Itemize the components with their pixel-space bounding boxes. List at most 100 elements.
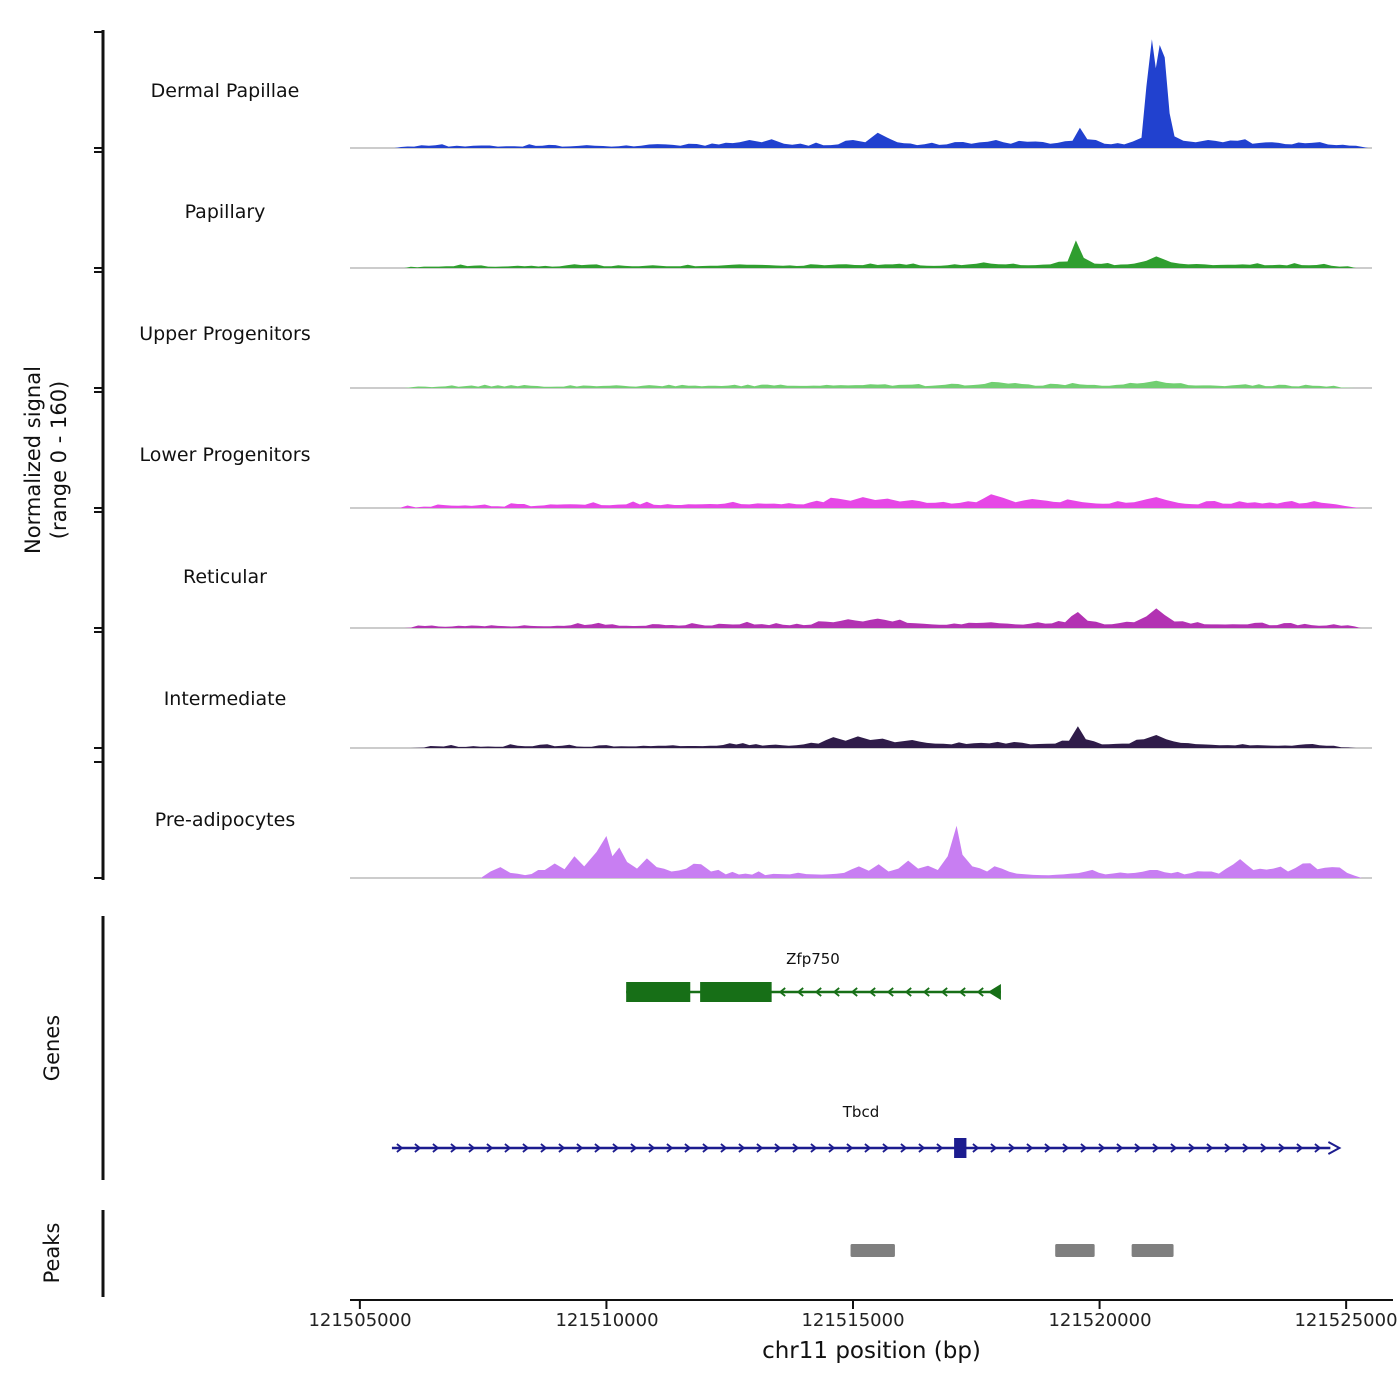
strand-arrow-icon xyxy=(414,1143,422,1153)
strand-arrow-icon xyxy=(828,1143,836,1153)
peaks-track xyxy=(850,1244,1174,1257)
strand-arrow-icon xyxy=(900,1143,908,1153)
strand-arrow-icon xyxy=(990,1143,998,1153)
strand-arrow-icon xyxy=(918,1143,926,1153)
strand-arrow-icon xyxy=(936,1143,944,1153)
strand-arrow-icon xyxy=(796,987,804,997)
track-label-papillary: Papillary xyxy=(184,201,266,223)
strand-arrow-icon xyxy=(1170,1143,1178,1153)
strand-arrow-icon xyxy=(868,987,876,997)
strand-arrow-icon xyxy=(832,987,840,997)
strand-arrow-icon xyxy=(1116,1143,1124,1153)
signal-area-pre-adipocytes xyxy=(480,825,1362,878)
track-label-intermediate: Intermediate xyxy=(163,688,287,710)
strand-arrow-icon xyxy=(774,1143,782,1153)
strand-arrow-icon xyxy=(720,1143,728,1153)
strand-arrow-icon xyxy=(1314,1143,1322,1153)
x-axis xyxy=(350,1299,1393,1309)
strand-arrow-icon xyxy=(738,1143,746,1153)
strand-arrow-icon xyxy=(1242,1143,1250,1153)
strand-arrow-icon xyxy=(1026,1143,1034,1153)
track-label-reticular: Reticular xyxy=(183,566,267,588)
x-tick-label-121510000: 121510000 xyxy=(555,1310,659,1331)
strand-arrow-icon xyxy=(940,987,948,997)
signal-area-reticular xyxy=(404,608,1361,628)
strand-arrow-icon xyxy=(886,987,894,997)
signal-area-upper-progenitors xyxy=(404,380,1356,388)
x-tick-label-121525000: 121525000 xyxy=(1294,1310,1398,1331)
peak-region xyxy=(1055,1244,1095,1257)
strand-arrow-icon xyxy=(846,1143,854,1153)
gene-end-arrow-icon xyxy=(1327,1141,1342,1155)
strand-arrow-icon xyxy=(576,1143,584,1153)
strand-arrow-icon xyxy=(850,987,858,997)
gene-label-zfp750: Zfp750 xyxy=(786,950,840,968)
strand-arrow-icon xyxy=(882,1143,890,1153)
strand-arrow-icon xyxy=(756,1143,764,1153)
strand-arrow-icon xyxy=(972,1143,980,1153)
strand-arrow-icon xyxy=(1008,1143,1016,1153)
strand-arrow-icon xyxy=(792,1143,800,1153)
signal-track-lower-progenitors xyxy=(350,494,1372,509)
strand-arrow-icon xyxy=(778,987,786,997)
peak-region xyxy=(1131,1244,1174,1257)
signal-y-axis xyxy=(94,30,105,880)
strand-arrow-icon xyxy=(432,1143,440,1153)
track-label-lower-progenitors: Lower Progenitors xyxy=(139,444,311,466)
x-tick-label-121520000: 121520000 xyxy=(1048,1310,1152,1331)
strand-arrow-icon xyxy=(1080,1143,1088,1153)
strand-arrow-icon xyxy=(976,987,984,997)
exon-box xyxy=(954,1138,967,1158)
strand-arrow-icon xyxy=(864,1143,872,1153)
strand-arrow-icon xyxy=(558,1143,566,1153)
track-label-dermal-papillae: Dermal Papillae xyxy=(150,80,300,102)
gene-end-arrow-icon xyxy=(987,984,1001,1000)
strand-arrow-icon xyxy=(522,1143,530,1153)
signal-area-lower-progenitors xyxy=(399,494,1361,508)
x-tick-label-121515000: 121515000 xyxy=(801,1310,905,1331)
signal-track-upper-progenitors xyxy=(350,380,1372,389)
strand-arrow-icon xyxy=(540,1143,548,1153)
signal-area-dermal-papillae xyxy=(394,39,1369,148)
strand-arrow-icon xyxy=(1206,1143,1214,1153)
signal-track-reticular xyxy=(350,608,1372,629)
x-axis-title: chr11 position (bp) xyxy=(762,1338,981,1364)
strand-arrow-icon xyxy=(1260,1143,1268,1153)
strand-arrow-icon xyxy=(958,987,966,997)
strand-arrow-icon xyxy=(1134,1143,1142,1153)
signal-track-papillary xyxy=(350,240,1372,269)
signal-area-intermediate xyxy=(404,726,1356,748)
signal-track-intermediate xyxy=(350,726,1372,749)
peaks-section-label: Peaks xyxy=(40,1222,64,1284)
strand-arrow-icon xyxy=(1296,1143,1304,1153)
strand-arrow-icon xyxy=(904,987,912,997)
signal-track-dermal-papillae xyxy=(350,39,1372,149)
strand-arrow-icon xyxy=(630,1143,638,1153)
x-tick-label-121505000: 121505000 xyxy=(308,1310,412,1331)
strand-arrow-icon xyxy=(702,1143,710,1153)
gene-model-tbcd xyxy=(391,1138,1342,1158)
gene-model-zfp750 xyxy=(626,982,1001,1002)
strand-arrow-icon xyxy=(1098,1143,1106,1153)
strand-arrow-icon xyxy=(1224,1143,1232,1153)
strand-arrow-icon xyxy=(1152,1143,1160,1153)
strand-arrow-icon xyxy=(666,1143,674,1153)
signal-area-papillary xyxy=(404,240,1356,268)
strand-arrow-icon xyxy=(684,1143,692,1153)
y-axis-label: Normalized signal (range 0 - 160) xyxy=(21,366,71,554)
strand-arrow-icon xyxy=(468,1143,476,1153)
strand-arrow-icon xyxy=(1278,1143,1286,1153)
strand-arrow-icon xyxy=(922,987,930,997)
strand-arrow-icon xyxy=(814,987,822,997)
strand-arrow-icon xyxy=(1044,1143,1052,1153)
strand-arrow-icon xyxy=(450,1143,458,1153)
strand-arrow-icon xyxy=(594,1143,602,1153)
strand-arrow-icon xyxy=(612,1143,620,1153)
track-label-pre-adipocytes: Pre-adipocytes xyxy=(154,809,296,831)
strand-arrow-icon xyxy=(648,1143,656,1153)
strand-arrow-icon xyxy=(486,1143,494,1153)
gene-label-tbcd: Tbcd xyxy=(842,1103,880,1121)
strand-arrow-icon xyxy=(1062,1143,1070,1153)
